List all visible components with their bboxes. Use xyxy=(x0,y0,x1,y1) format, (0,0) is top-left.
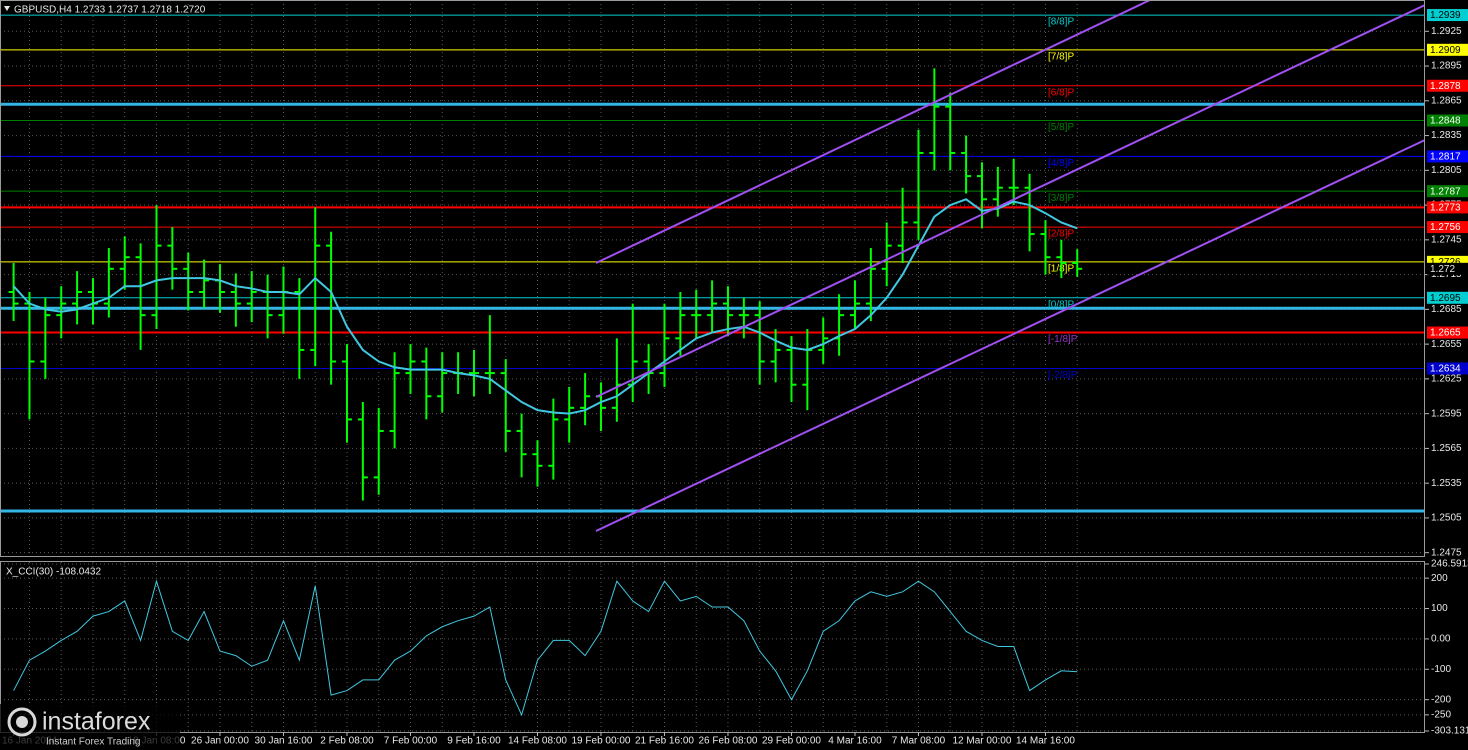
murrey-level-name: [-1/8]P xyxy=(1048,334,1078,345)
red-line-value-box xyxy=(1427,326,1468,339)
cci-y-tick-label: -303.1316 xyxy=(1431,726,1468,737)
y-tick-label: 1.2865 xyxy=(1431,95,1462,106)
murrey-level-value-box xyxy=(1427,221,1468,234)
x-tick-label: 14 Feb 08:00 xyxy=(508,736,567,747)
murrey-level-value: 1.2756 xyxy=(1430,222,1461,233)
murrey-level-value: 1.2848 xyxy=(1430,116,1461,127)
y-tick-label: 1.2805 xyxy=(1431,165,1462,176)
x-tick-label: 2 Feb 08:00 xyxy=(320,736,374,747)
murrey-level-value-box xyxy=(1427,9,1468,22)
y-tick-label: 1.2565 xyxy=(1431,443,1462,454)
cci-title: X_CCI(30) -108.0432 xyxy=(6,567,101,578)
last-price: 1.272 xyxy=(1430,264,1455,275)
y-tick-label: 1.2745 xyxy=(1431,234,1462,245)
red-line-value: 1.2665 xyxy=(1430,328,1461,339)
main-panel-border xyxy=(0,0,1425,557)
x-tick-label: 12 Mar 00:00 xyxy=(953,736,1012,747)
channel-lower xyxy=(595,139,1425,532)
cci-y-tick-label: 100 xyxy=(1431,603,1448,614)
moving-average xyxy=(12,198,1078,415)
murrey-level-name: [7/8]P xyxy=(1048,51,1074,62)
frame xyxy=(0,0,1425,733)
murrey-level-value-box xyxy=(1427,79,1468,92)
regression-channel xyxy=(595,0,1425,532)
cci-y-tick-label: -250 xyxy=(1431,709,1451,720)
y-tick-label: 1.2685 xyxy=(1431,304,1462,315)
murrey-level-value: 1.2909 xyxy=(1430,45,1461,56)
x-tick-label: 7 Mar 08:00 xyxy=(892,736,946,747)
cci-line xyxy=(13,579,1078,717)
logo-tagline: Instant Forex Trading xyxy=(46,737,141,748)
level-labels: 1.2939 1.2909 1.2878 1.2848 1.2817 1.2787 1.27… xyxy=(1427,9,1468,375)
red-line-value: 1.2773 xyxy=(1430,203,1461,214)
x-tick-label: 21 Feb 16:00 xyxy=(635,736,694,747)
logo-brand: instaforex xyxy=(42,708,151,736)
x-tick-label: 9 Feb 16:00 xyxy=(447,736,501,747)
cci-plot xyxy=(13,579,1078,717)
murrey-level-value: 1.2695 xyxy=(1430,293,1461,304)
murrey-level-name: [3/8]P xyxy=(1048,193,1074,204)
watermark: instaforex Instant Forex Trading xyxy=(0,704,180,750)
cci-y-tick-label: -200 xyxy=(1431,694,1451,705)
murrey-level-name: [5/8]P xyxy=(1048,122,1074,133)
murrey-level-value: 1.2634 xyxy=(1430,364,1461,375)
x-tick-label: 19 Feb 00:00 xyxy=(572,736,631,747)
y-tick-label: 1.2625 xyxy=(1431,374,1462,385)
murrey-level-value-box xyxy=(1427,43,1468,56)
murrey-level-name: [-2/8]P xyxy=(1048,370,1078,381)
murrey-level-value: 1.2939 xyxy=(1430,10,1461,21)
murrey-level-name: [2/8]P xyxy=(1048,229,1074,240)
red-line-value-box xyxy=(1427,201,1468,214)
y-tick-label: 1.2835 xyxy=(1431,130,1462,141)
logo-icon-core xyxy=(16,716,28,728)
murrey-level-value-box xyxy=(1427,114,1468,127)
murrey-level-value-box xyxy=(1427,150,1468,163)
x-tick-label: 4 Mar 16:00 xyxy=(828,736,882,747)
last-price-box xyxy=(1427,262,1468,275)
murrey-level-value: 1.2878 xyxy=(1430,81,1461,92)
cci-y-tick-label: 0.00 xyxy=(1431,634,1451,645)
murrey-level-name: [6/8]P xyxy=(1048,87,1074,98)
murrey-level-value-box xyxy=(1427,185,1468,198)
x-tick-label: 7 Feb 00:00 xyxy=(384,736,438,747)
x-tick-label: 30 Jan 16:00 xyxy=(255,736,313,747)
murrey-level-value: 1.2726 xyxy=(1430,257,1461,268)
y-tick-label: 1.2655 xyxy=(1431,339,1462,350)
y-tick-label: 1.2535 xyxy=(1431,478,1462,489)
channel-middle xyxy=(595,4,1425,398)
menu-arrow xyxy=(4,6,10,11)
murrey-level-value: 1.2787 xyxy=(1430,186,1461,197)
cci-panel-border xyxy=(0,561,1425,733)
cci-y-tick-label: 246.5913 xyxy=(1431,559,1468,570)
y-tick-label: 1.2595 xyxy=(1431,408,1462,419)
channel-upper xyxy=(595,0,1151,264)
y-tick-label: 1.2925 xyxy=(1431,26,1462,37)
x-tick-label: 29 Feb 00:00 xyxy=(762,736,821,747)
chart-title: GBPUSD,H4 1.2733 1.2737 1.2718 1.2720 xyxy=(14,5,206,16)
y-tick-label: 1.2895 xyxy=(1431,61,1462,72)
logo-icon xyxy=(7,707,37,737)
cci-y-tick-label: 200 xyxy=(1431,573,1448,584)
murrey-level-value: 1.2817 xyxy=(1430,152,1461,163)
x-tick-label: 26 Jan 00:00 xyxy=(191,736,249,747)
y-tick-label: 1.2475 xyxy=(1431,547,1462,558)
murrey-level-name: [8/8]P xyxy=(1048,17,1074,28)
price-plot xyxy=(8,68,1083,501)
y-tick-label: 1.2505 xyxy=(1431,513,1462,524)
murrey-level-value-box xyxy=(1427,291,1468,304)
x-tick-label: 14 Mar 16:00 xyxy=(1016,736,1075,747)
x-tick-label: 26 Feb 08:00 xyxy=(699,736,758,747)
murrey-level-value-box xyxy=(1427,362,1468,375)
murrey-level-name: [0/8]P xyxy=(1048,299,1074,310)
murrey-level-name: [4/8]P xyxy=(1048,158,1074,169)
grid xyxy=(0,0,1425,732)
cci-y-tick-label: -100 xyxy=(1431,664,1451,675)
